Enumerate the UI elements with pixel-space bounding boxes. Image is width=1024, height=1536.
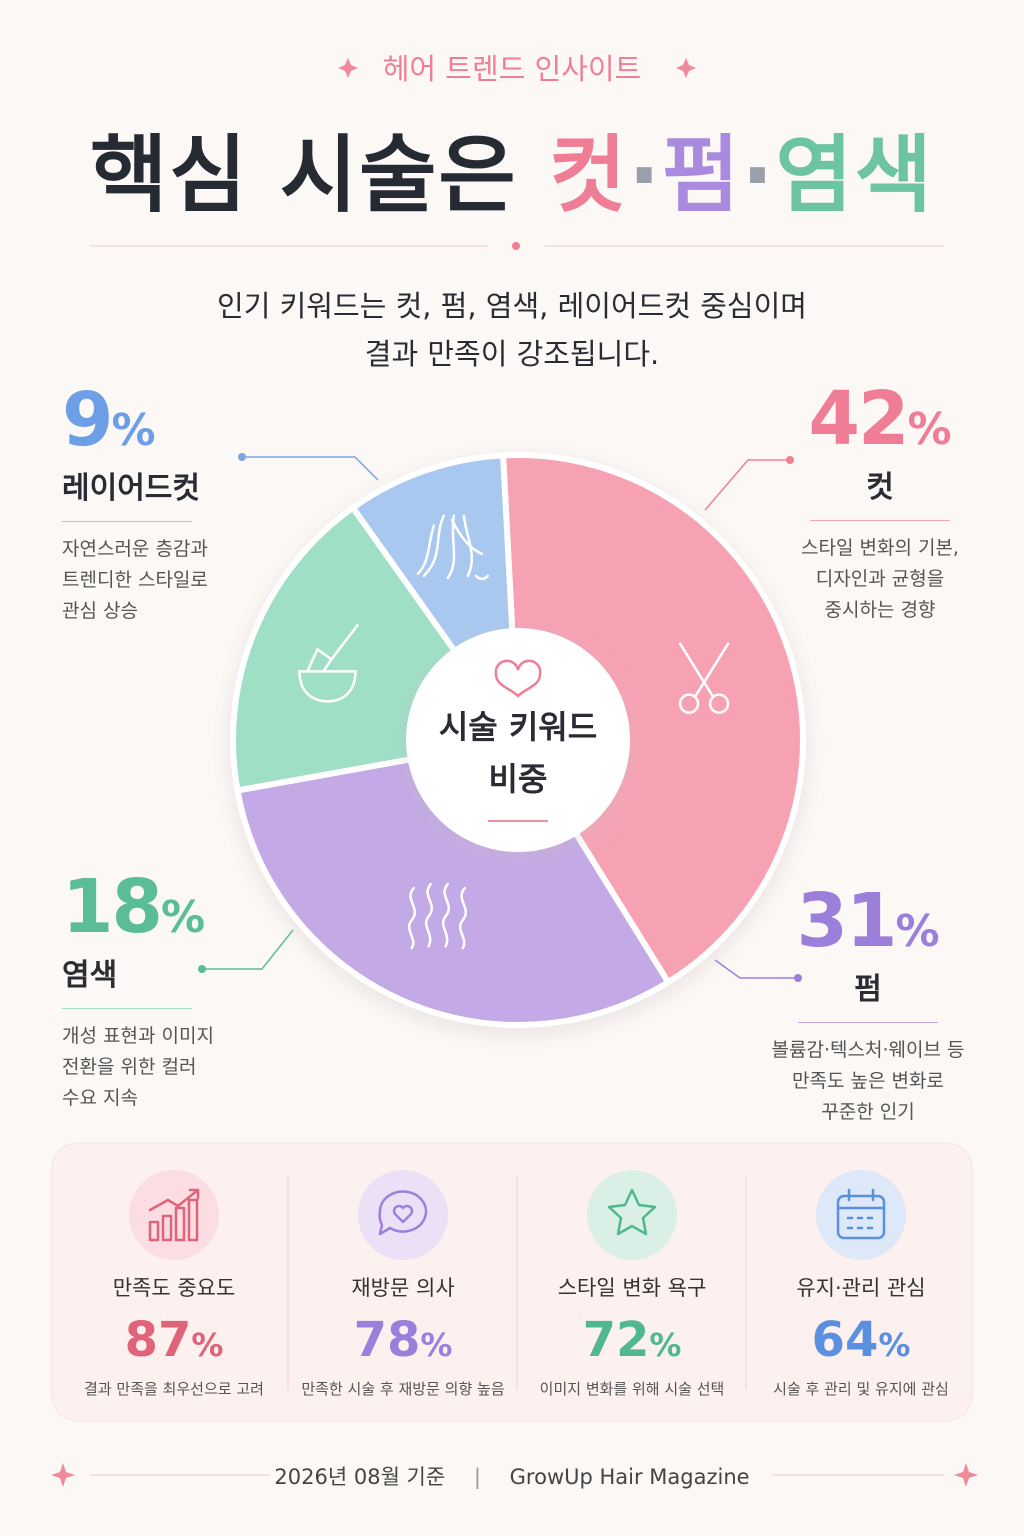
stat-number: 72 xyxy=(582,1312,650,1368)
stats-panel xyxy=(51,1142,973,1422)
slice-rule xyxy=(810,520,950,521)
eyebrow: 헤어 트렌드 인사이트 xyxy=(382,52,642,86)
title-part: 염색 xyxy=(775,126,934,224)
footer-date: 2026년 08월 기준 xyxy=(274,1465,446,1489)
stat-value: 64% xyxy=(746,1316,976,1364)
leader-lines xyxy=(202,456,798,979)
slice-icon xyxy=(678,642,730,714)
slice-value: 31 xyxy=(796,878,897,964)
slice-description: 꾸준한 인기 xyxy=(821,1101,915,1123)
slice-category: 펌 xyxy=(854,972,882,1007)
stat-icons xyxy=(148,1188,886,1242)
stat-unit: % xyxy=(191,1326,224,1364)
slice-description: 수요 지속 xyxy=(62,1087,138,1109)
footer-brand: GrowUp Hair Magazine xyxy=(509,1465,750,1489)
stat-description: 이미지 변화를 위해 시술 선택 xyxy=(539,1380,725,1398)
slice-icon xyxy=(407,882,468,950)
center-label: 시술 키워드 xyxy=(439,708,597,746)
slice-unit: % xyxy=(160,892,206,943)
slice-rule xyxy=(62,521,192,522)
footer-separator: | xyxy=(473,1465,481,1489)
stat-card: 스타일 변화 욕구 72% 이미지 변화를 위해 시술 선택 xyxy=(517,1272,747,1399)
slice-value: 42 xyxy=(808,376,909,462)
slice-rule xyxy=(62,1008,192,1009)
slice-description: 스타일 변화의 기본, xyxy=(801,537,959,559)
donut-hole xyxy=(406,628,630,852)
title-separator: · xyxy=(628,126,663,224)
stat-title: 만족도 중요도 xyxy=(112,1276,236,1300)
sparkle xyxy=(338,58,696,78)
title-part: 펌 xyxy=(662,126,742,224)
stat-value: 78% xyxy=(288,1316,518,1364)
stat-card: 만족도 중요도 87% 결과 만족을 최우선으로 고려 xyxy=(59,1272,289,1399)
stat-card: 재방문 의사 78% 만족한 시술 후 재방문 의향 높음 xyxy=(288,1272,518,1399)
slice-percent: 18% xyxy=(62,870,262,944)
slice-description: 볼륨감·텍스처·웨이브 등 xyxy=(771,1039,965,1061)
stat-unit: % xyxy=(878,1326,911,1364)
divider-dot xyxy=(512,242,520,250)
subtitle-line: 결과 만족이 강조됩니다. xyxy=(364,337,660,371)
slice-description: 자연스러운 층감과 xyxy=(62,538,208,560)
slice-icon xyxy=(416,514,490,581)
slice-unit: % xyxy=(907,404,952,455)
subtitle: 인기 키워드는 컷, 펌, 염색, 레이어드컷 중심이며 결과 만족이 강조됩니… xyxy=(0,282,1024,378)
slice-category: 염색 xyxy=(62,958,118,993)
slice-percent: 42% xyxy=(770,382,990,456)
slice-unit: % xyxy=(111,405,156,456)
stat-card: 유지·관리 관심 64% 시술 후 관리 및 유지에 관심 xyxy=(746,1272,976,1399)
title-separator: · xyxy=(741,126,776,224)
title-part: 컷 xyxy=(548,126,629,224)
center-label: 비중 xyxy=(489,760,548,798)
stat-title: 유지·관리 관심 xyxy=(796,1276,926,1300)
title-main: 핵심 시술은 xyxy=(90,126,518,224)
slice-description: 디자인과 균형을 xyxy=(815,568,945,590)
footer: 2026년 08월 기준 | GrowUp Hair Magazine xyxy=(0,1461,1024,1491)
slice-description: 관심 상승 xyxy=(62,600,138,622)
slice-description: 전환을 위한 컬러 xyxy=(62,1056,197,1078)
stat-description: 만족한 시술 후 재방문 의향 높음 xyxy=(301,1380,505,1398)
stat-value: 72% xyxy=(517,1316,747,1364)
slice-value: 18 xyxy=(62,864,163,950)
stat-dividers xyxy=(287,1175,747,1390)
slice-value: 9 xyxy=(62,377,113,463)
title: 핵심 시술은 컷·펌·염색 xyxy=(0,108,1024,229)
slice-description: 트렌디한 스타일로 xyxy=(62,569,208,591)
slice-description: 만족도 높은 변화로 xyxy=(792,1070,944,1092)
stat-number: 87 xyxy=(124,1312,192,1368)
slice-icon xyxy=(298,624,359,703)
stat-number: 64 xyxy=(811,1312,879,1368)
stat-value: 87% xyxy=(59,1316,289,1364)
stat-number: 78 xyxy=(353,1312,421,1368)
stat-unit: % xyxy=(420,1326,453,1364)
slice-category: 레이어드컷 xyxy=(62,471,200,506)
slice-category: 컷 xyxy=(866,470,894,505)
stat-title: 스타일 변화 욕구 xyxy=(557,1276,707,1300)
slice-percent: 31% xyxy=(758,884,978,958)
stat-description: 결과 만족을 최우선으로 고려 xyxy=(84,1380,264,1398)
slice-description: 중시하는 경향 xyxy=(824,599,936,621)
slice-description: 개성 표현과 이미지 xyxy=(62,1025,214,1047)
stat-title: 재방문 의사 xyxy=(351,1276,455,1300)
heart-icon xyxy=(494,659,542,698)
slice-percent: 9% xyxy=(62,383,262,457)
slice-rule xyxy=(798,1022,938,1023)
slice-unit: % xyxy=(895,906,940,957)
stat-description: 시술 후 관리 및 유지에 관심 xyxy=(773,1380,949,1398)
subtitle-line: 인기 키워드는 컷, 펌, 염색, 레이어드컷 중심이며 xyxy=(217,289,807,323)
stat-unit: % xyxy=(649,1326,682,1364)
